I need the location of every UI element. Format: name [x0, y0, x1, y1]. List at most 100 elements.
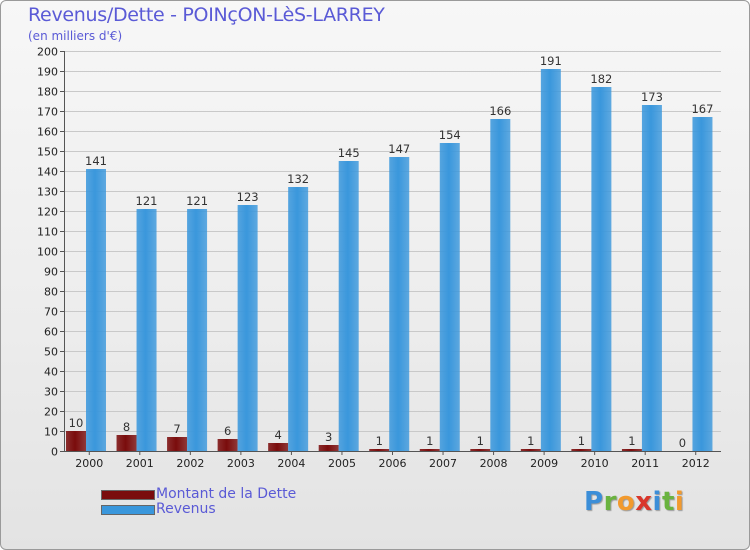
data-label-revenue: 182: [590, 72, 612, 86]
bar-revenue: [389, 157, 410, 451]
y-tick-label: 130: [37, 186, 58, 199]
data-label-debt: 1: [426, 434, 433, 448]
bars: [66, 69, 713, 451]
y-tick-label: 50: [44, 346, 58, 359]
data-label-debt: 1: [477, 434, 484, 448]
data-label-revenue: 173: [641, 90, 663, 104]
bar-revenue: [591, 87, 612, 451]
y-tick-label: 90: [44, 266, 58, 279]
logo-letter: r: [603, 487, 617, 517]
bar-debt: [571, 449, 592, 451]
x-tick-label: 2004: [277, 457, 305, 470]
x-tick-label: 2006: [379, 457, 407, 470]
x-tick-label: 2000: [75, 457, 103, 470]
bar-revenue: [136, 209, 157, 451]
y-tick-label: 180: [37, 86, 58, 99]
bar-debt: [66, 431, 86, 451]
y-tick-label: 70: [44, 306, 58, 319]
data-label-debt: 7: [173, 422, 180, 436]
y-tick-label: 40: [44, 366, 58, 379]
bar-debt: [318, 445, 339, 451]
data-label-debt: 1: [628, 434, 635, 448]
bar-revenue: [490, 119, 511, 451]
data-label-revenue: 123: [237, 190, 259, 204]
bar-debt: [470, 449, 491, 451]
logo-letter: i: [674, 487, 685, 517]
x-tick-label: 2008: [480, 457, 508, 470]
y-tick-label: 190: [37, 66, 58, 79]
legend-swatch-revenue: [101, 505, 155, 515]
y-tick-label: 60: [44, 326, 58, 339]
chart-subtitle: (en milliers d'€): [28, 29, 123, 43]
data-label-revenue: 132: [287, 172, 309, 186]
legend-label-revenue: Revenus: [156, 501, 216, 517]
proxiti-logo: Proxiti: [584, 487, 684, 517]
data-label-revenue: 166: [489, 104, 511, 118]
x-tick-label: 2011: [631, 457, 659, 470]
y-tick-label: 100: [37, 246, 58, 259]
bar-revenue: [692, 117, 713, 451]
logo-letter: P: [584, 487, 604, 517]
x-tick-label: 2001: [126, 457, 154, 470]
x-tick-label: 2002: [176, 457, 204, 470]
labels: 1014181217121612341323145114711541166119…: [69, 54, 714, 450]
bar-revenue: [439, 143, 460, 451]
x-tick-label: 2003: [227, 457, 255, 470]
logo-letter: o: [616, 487, 636, 517]
data-label-debt: 0: [679, 436, 686, 450]
data-label-debt: 1: [578, 434, 585, 448]
x-tick-label: 2009: [530, 457, 558, 470]
x-tick-label: 2007: [429, 457, 457, 470]
logo-letter: t: [661, 487, 675, 517]
y-tick-label: 0: [51, 446, 58, 459]
data-label-revenue: 147: [388, 142, 410, 156]
data-label-revenue: 145: [338, 146, 360, 160]
data-label-revenue: 141: [85, 154, 107, 168]
x-tick-label: 2005: [328, 457, 356, 470]
y-tick-label: 150: [37, 146, 58, 159]
bar-revenue: [641, 105, 662, 451]
y-tick-label: 160: [37, 126, 58, 139]
data-label-debt: 6: [224, 424, 231, 438]
data-label-debt: 4: [274, 428, 281, 442]
y-tick-label: 10: [44, 426, 58, 439]
data-label-debt: 10: [69, 416, 84, 430]
bar-debt: [217, 439, 238, 451]
bar-debt: [419, 449, 440, 451]
x-tick-label: 2010: [581, 457, 609, 470]
y-tick-label: 170: [37, 106, 58, 119]
data-label-revenue: 191: [540, 54, 562, 68]
bar-revenue: [540, 69, 561, 451]
bar-revenue: [338, 161, 359, 451]
bar-debt: [520, 449, 541, 451]
legend-label-debt: Montant de la Dette: [156, 486, 297, 502]
bar-debt: [621, 449, 642, 451]
bar-revenue: [288, 187, 309, 451]
bar-revenue: [86, 169, 106, 451]
y-tick-label: 200: [37, 46, 58, 59]
data-label-debt: 1: [376, 434, 383, 448]
data-label-revenue: 154: [439, 128, 461, 142]
y-tick-label: 80: [44, 286, 58, 299]
bar-debt: [369, 449, 390, 451]
x-tick-label: 2012: [682, 457, 710, 470]
bar-revenue: [237, 205, 258, 451]
y-tick-label: 110: [37, 226, 58, 239]
y-tick-label: 30: [44, 386, 58, 399]
bar-debt: [116, 435, 137, 451]
data-label-revenue: 121: [186, 194, 208, 208]
y-tick-label: 140: [37, 166, 58, 179]
data-label-debt: 3: [325, 430, 332, 444]
bar-debt: [167, 437, 188, 451]
bar-debt: [268, 443, 289, 451]
y-tick-label: 20: [44, 406, 58, 419]
bar-revenue: [187, 209, 208, 451]
data-label-revenue: 121: [136, 194, 158, 208]
data-label-debt: 8: [123, 420, 130, 434]
data-label-debt: 1: [527, 434, 534, 448]
chart-title: Revenus/Dette - POINçON-LèS-LARREY: [28, 4, 385, 26]
axes: 0102030405060708090100110120130140150160…: [37, 46, 721, 470]
data-label-revenue: 167: [691, 102, 713, 116]
